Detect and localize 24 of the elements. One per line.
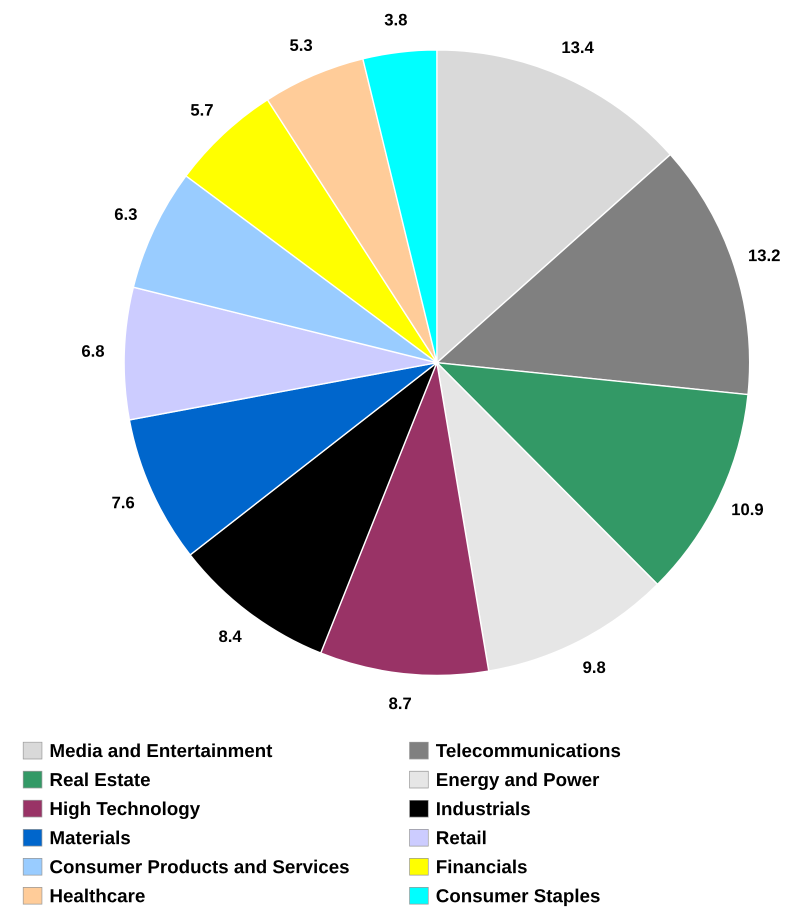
data-label: 8.7 (389, 697, 412, 710)
data-label: 3.8 (384, 14, 407, 26)
legend-label: Telecommunications (436, 743, 620, 758)
data-label: 6.8 (82, 345, 104, 357)
legend-label: Consumer Staples (436, 888, 600, 906)
data-label: 13.2 (749, 249, 780, 262)
legend-label: Real Estate (50, 772, 150, 786)
data-label: 5.7 (190, 104, 213, 116)
data-label: 10.9 (732, 503, 764, 516)
data-label: 8.4 (219, 630, 242, 642)
data-label: 5.3 (290, 39, 312, 52)
legend-label: Energy and Power (437, 772, 600, 790)
legend-label: High Technology (50, 801, 200, 820)
data-label: 7.6 (112, 496, 134, 508)
data-label: 13.4 (562, 41, 594, 54)
data-label: 6.3 (114, 208, 137, 220)
legend-label: Consumer Products and Services (50, 860, 349, 874)
legend-label: Financials (437, 860, 527, 874)
legend-label: Retail (437, 830, 486, 844)
data-label: 9.8 (583, 661, 606, 674)
legend-label: Materials (50, 830, 130, 844)
legend-label: Industrials (437, 802, 530, 816)
legend-label: Media and Entertainment (50, 743, 272, 758)
legend-label: Healthcare (50, 888, 145, 902)
